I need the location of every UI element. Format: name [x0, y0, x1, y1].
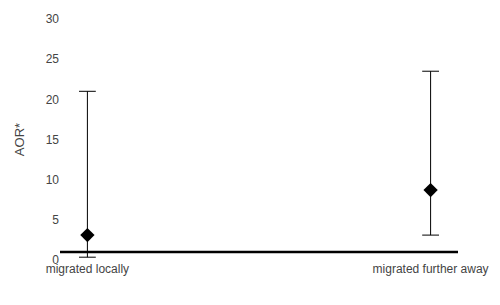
- svg-text:AOR*: AOR*: [12, 123, 27, 156]
- svg-text:10: 10: [46, 173, 60, 187]
- svg-text:20: 20: [46, 93, 60, 107]
- svg-text:30: 30: [46, 12, 60, 26]
- svg-text:migrated further away: migrated further away: [373, 262, 489, 276]
- svg-text:25: 25: [46, 52, 60, 66]
- svg-text:5: 5: [52, 213, 59, 227]
- svg-text:15: 15: [46, 133, 60, 147]
- svg-text:0: 0: [52, 253, 59, 267]
- svg-text:migrated locally: migrated locally: [46, 262, 129, 276]
